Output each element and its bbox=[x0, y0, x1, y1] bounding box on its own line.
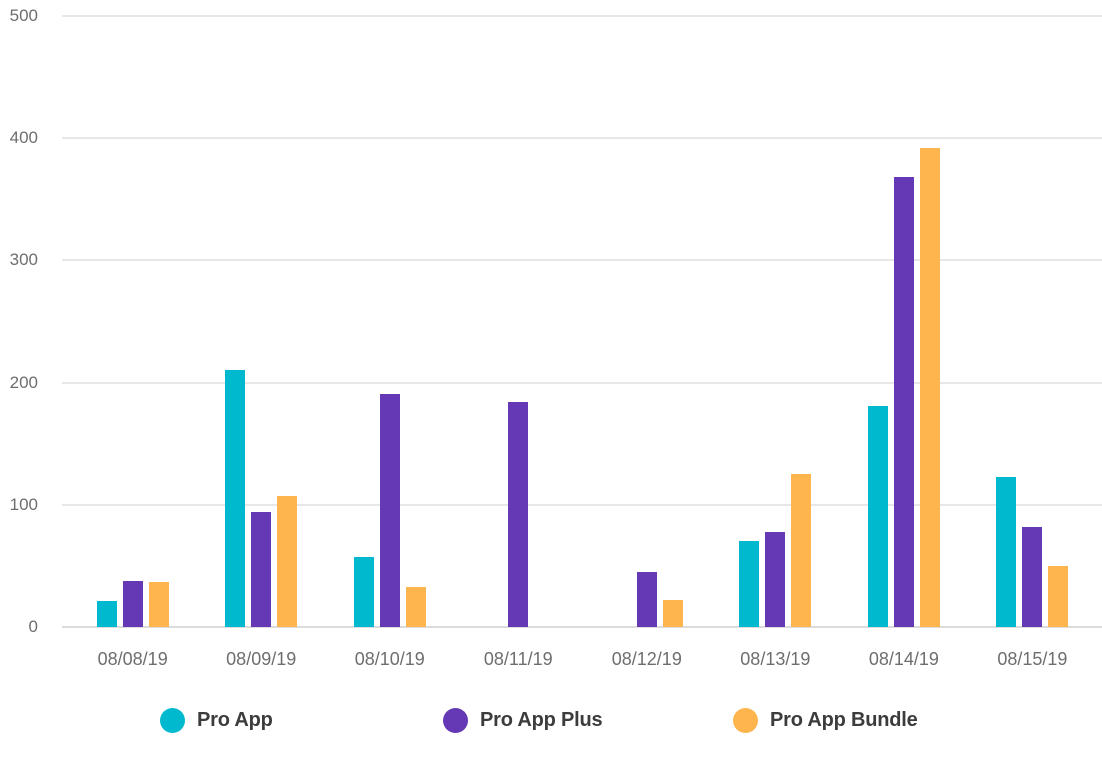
x-tick-label: 08/11/19 bbox=[483, 649, 553, 669]
x-tick-label: 08/13/19 bbox=[740, 649, 811, 669]
bar[interactable] bbox=[96, 601, 117, 627]
bar[interactable] bbox=[251, 512, 272, 627]
legend-swatch-icon bbox=[443, 708, 468, 733]
x-tick-label: 08/12/19 bbox=[611, 649, 682, 669]
y-tick-label: 500 bbox=[9, 6, 38, 25]
bar[interactable] bbox=[225, 370, 246, 627]
gridline bbox=[62, 503, 1102, 506]
legend-swatch-icon bbox=[733, 708, 758, 733]
y-tick-label: 100 bbox=[9, 494, 38, 514]
bar[interactable] bbox=[148, 581, 169, 627]
legend-label: Pro App Bundle bbox=[770, 709, 918, 731]
legend-label: Pro App Plus bbox=[480, 709, 603, 731]
y-tick-label: 0 bbox=[28, 617, 38, 636]
gridline bbox=[62, 381, 1102, 384]
bar[interactable] bbox=[996, 476, 1017, 627]
bar[interactable] bbox=[893, 177, 914, 627]
bar[interactable] bbox=[791, 474, 812, 627]
y-tick-label: 200 bbox=[9, 372, 38, 392]
bar[interactable] bbox=[508, 402, 529, 627]
bar[interactable] bbox=[379, 393, 400, 627]
legend-item-pro-app[interactable]: Pro App bbox=[160, 708, 273, 733]
x-tick-label: 08/14/19 bbox=[868, 649, 939, 669]
bar[interactable] bbox=[122, 580, 143, 627]
x-axis-line bbox=[62, 626, 1102, 628]
gridline bbox=[62, 259, 1102, 262]
legend-swatch-icon bbox=[160, 708, 185, 733]
bar[interactable] bbox=[867, 405, 888, 627]
bar[interactable] bbox=[662, 600, 683, 627]
bar[interactable] bbox=[739, 541, 760, 627]
y-tick-label: 300 bbox=[9, 250, 38, 270]
x-tick-label: 08/08/19 bbox=[97, 649, 168, 669]
legend-item-pro-app-bundle[interactable]: Pro App Bundle bbox=[733, 708, 918, 733]
bar[interactable] bbox=[353, 557, 374, 627]
bar[interactable] bbox=[636, 572, 657, 627]
bar[interactable] bbox=[919, 147, 940, 627]
bar[interactable] bbox=[765, 531, 786, 627]
bar[interactable] bbox=[405, 586, 426, 627]
bar[interactable] bbox=[1022, 526, 1043, 627]
x-tick-label: 08/10/19 bbox=[354, 649, 425, 669]
legend-label: Pro App bbox=[197, 709, 273, 731]
gridline bbox=[62, 137, 1102, 140]
x-tick-label: 08/15/19 bbox=[997, 649, 1068, 669]
bar[interactable] bbox=[277, 496, 298, 627]
y-tick-label: 400 bbox=[9, 128, 38, 148]
legend-item-pro-app-plus[interactable]: Pro App Plus bbox=[443, 708, 603, 733]
gridline bbox=[62, 15, 1102, 17]
x-tick-label: 08/09/19 bbox=[226, 649, 297, 669]
bar[interactable] bbox=[1048, 565, 1069, 627]
